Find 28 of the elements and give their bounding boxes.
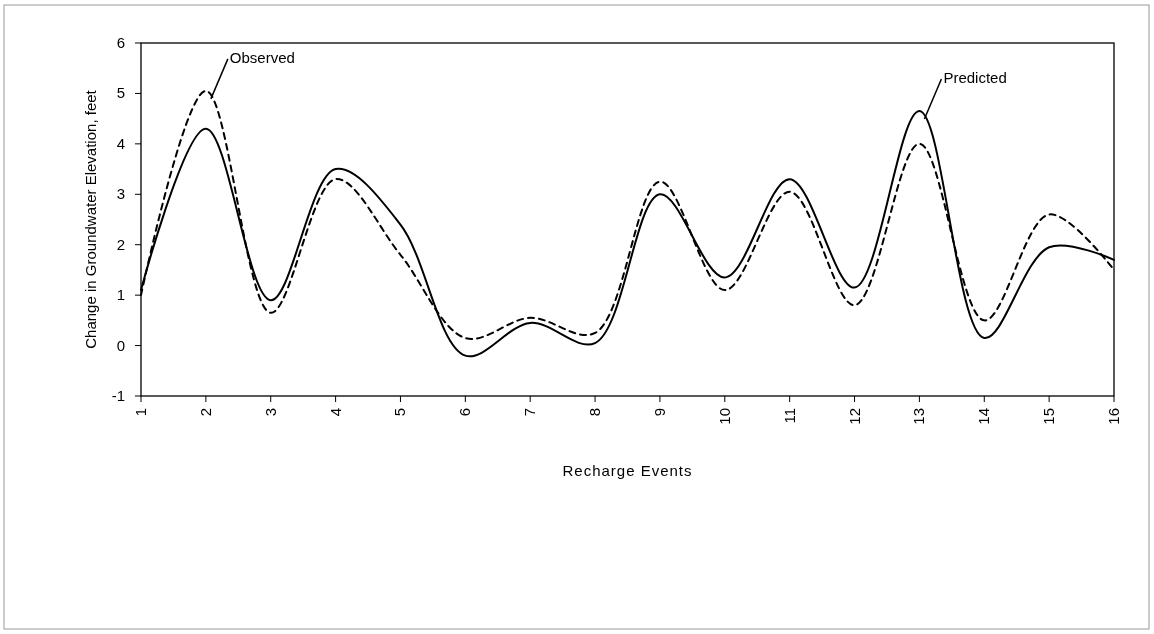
y-tick-label: 5 bbox=[116, 84, 125, 102]
y-tick-label: 2 bbox=[116, 235, 125, 253]
y-tick-label: 1 bbox=[116, 286, 125, 304]
y-tick-label: -1 bbox=[111, 387, 125, 404]
y-tick-label: 0 bbox=[116, 336, 125, 354]
y-tick-label: 4 bbox=[116, 134, 125, 152]
x-tick-label: 3 bbox=[261, 408, 279, 417]
x-axis-title: Recharge Events bbox=[562, 462, 693, 479]
x-tick-label: 4 bbox=[326, 408, 344, 417]
x-tick-label: 16 bbox=[1105, 408, 1122, 425]
x-tick-label: 5 bbox=[391, 408, 409, 417]
y-tick-label: 3 bbox=[116, 185, 125, 203]
x-tick-label: 7 bbox=[521, 408, 539, 417]
x-tick-label: 11 bbox=[780, 408, 798, 424]
text: Observed bbox=[229, 48, 295, 66]
x-tick-label: 15 bbox=[1040, 408, 1058, 425]
text: Predicted bbox=[943, 69, 1007, 87]
x-tick-label: 1 bbox=[132, 408, 149, 417]
y-axis-title: Change in Groundwater Elevation, feet bbox=[82, 89, 99, 349]
x-tick-label: 2 bbox=[196, 408, 214, 417]
y-tick-label: 6 bbox=[116, 34, 125, 51]
x-tick-label: 8 bbox=[586, 408, 604, 417]
x-tick-label: 12 bbox=[845, 408, 863, 425]
x-tick-label: 6 bbox=[456, 408, 474, 417]
x-tick-label: 10 bbox=[715, 408, 733, 425]
x-tick-label: 13 bbox=[910, 408, 928, 425]
x-tick-label: 9 bbox=[650, 408, 668, 417]
x-tick-label: 14 bbox=[975, 408, 993, 425]
